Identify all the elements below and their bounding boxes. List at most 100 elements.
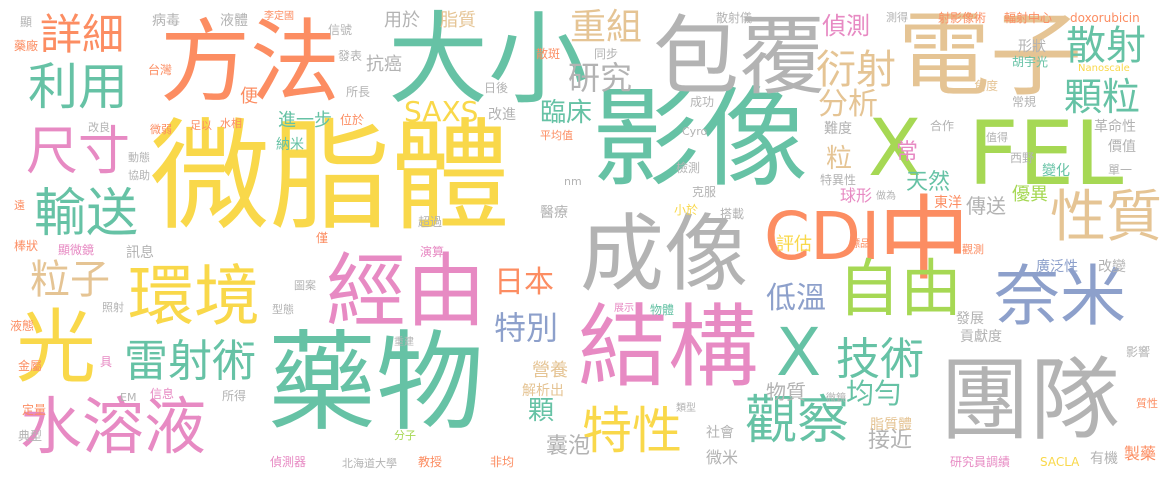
word: 納米: [276, 137, 304, 153]
word: 展示: [614, 303, 634, 314]
word: 進一步: [278, 110, 332, 131]
word: 微鏡: [826, 393, 846, 404]
word: 非均: [490, 455, 515, 469]
word: 胡宇光: [1012, 55, 1049, 69]
word: 液態: [10, 319, 35, 333]
word: 位於: [340, 113, 365, 127]
word: X: [868, 104, 922, 194]
word: 做為: [876, 191, 896, 202]
word: 成功: [690, 95, 715, 109]
word: 囊泡: [546, 434, 591, 459]
word: 偵測器: [270, 455, 307, 469]
word: 技術: [836, 334, 924, 385]
word: 粒子: [30, 257, 110, 303]
word: 觀測: [962, 243, 984, 256]
word: 病毒: [152, 13, 180, 29]
word: 動態: [128, 151, 150, 164]
word: 小於: [674, 203, 699, 217]
word: 搭載: [720, 207, 745, 221]
word: 藥廠: [14, 39, 39, 53]
word: 射影像術: [938, 11, 987, 25]
word: nm: [564, 175, 582, 188]
word: 尺寸: [26, 122, 131, 182]
word: 成像: [580, 205, 749, 303]
word: 信號: [328, 23, 353, 37]
word: 物質: [766, 380, 806, 404]
word: FEL: [968, 102, 1124, 205]
word: 足以: [190, 119, 212, 132]
word: 球形: [840, 186, 873, 205]
word: 輻射中心: [1004, 11, 1053, 25]
word: 接近: [868, 428, 913, 453]
word: CDI: [764, 198, 881, 275]
word: 偵測: [822, 12, 870, 40]
word: 雷射術: [124, 336, 256, 387]
word: 訊息: [126, 245, 154, 261]
word: 營養: [532, 360, 568, 381]
word: 日後: [484, 81, 509, 95]
word: 所長: [346, 85, 371, 99]
word: 評估: [776, 234, 812, 255]
word: X: [776, 314, 822, 391]
word: 顯微鏡: [58, 243, 95, 257]
word: 形狀: [1018, 39, 1046, 55]
word: 改變: [1098, 259, 1126, 275]
word: 圖案: [294, 279, 316, 292]
word: 觀察: [745, 391, 850, 451]
word: 常規: [1012, 95, 1037, 109]
word: 金屬: [18, 359, 43, 373]
word: 奈米: [994, 258, 1126, 335]
word: 影響: [1126, 345, 1151, 359]
word: 微弱: [150, 123, 172, 136]
word: 特別: [494, 309, 559, 347]
word: 發展: [956, 311, 984, 327]
word: 性質: [1050, 185, 1162, 250]
word: Cyro: [682, 125, 708, 138]
word: 常: [896, 140, 919, 165]
word: 研究: [568, 59, 633, 97]
word: 演算: [420, 245, 445, 259]
word: SAXS: [404, 95, 479, 128]
word: 發表: [338, 49, 363, 63]
word: 脂質: [440, 10, 476, 31]
word: 變化: [1042, 163, 1070, 179]
word: 散射儀: [716, 11, 753, 25]
word: 協助: [128, 169, 150, 182]
word: 散射: [1066, 23, 1146, 69]
word: 北海道大學: [342, 457, 397, 470]
word: Nanoscale: [1078, 63, 1130, 74]
word: 優異: [1012, 184, 1048, 205]
word: 抗癌: [366, 54, 402, 75]
word: 分析: [818, 87, 878, 122]
word: 脂質體: [870, 417, 912, 433]
word: 微脂體: [150, 108, 510, 247]
word: 具: [100, 355, 113, 369]
word: 超過: [418, 215, 443, 229]
word: 天然: [906, 170, 951, 195]
word: 均勻: [846, 377, 903, 410]
word: 包覆: [653, 7, 825, 107]
word: 大小: [388, 1, 588, 118]
word: doxorubicin: [1070, 11, 1140, 25]
word: 微米: [706, 448, 739, 467]
word: 遠: [14, 199, 25, 212]
word: 物體: [650, 303, 675, 317]
word: 水相: [220, 117, 242, 130]
word: 自由: [838, 252, 963, 325]
word: 有機: [1090, 451, 1118, 467]
word: 測得: [886, 11, 908, 24]
word: 所得: [222, 389, 247, 403]
word: 醫療: [540, 205, 568, 221]
word: 日本: [494, 265, 554, 300]
word: 散斑: [536, 47, 561, 61]
word: 標品: [850, 239, 870, 250]
word: 電子: [898, 2, 1083, 109]
word: 中: [878, 186, 971, 293]
word: 方法: [160, 10, 340, 115]
word: 同步: [594, 47, 619, 61]
word: 液體: [220, 13, 248, 29]
word: 藥物: [268, 321, 485, 446]
word: 分子: [394, 429, 416, 442]
word: 特異性: [820, 173, 857, 187]
word: 平均值: [540, 129, 573, 142]
